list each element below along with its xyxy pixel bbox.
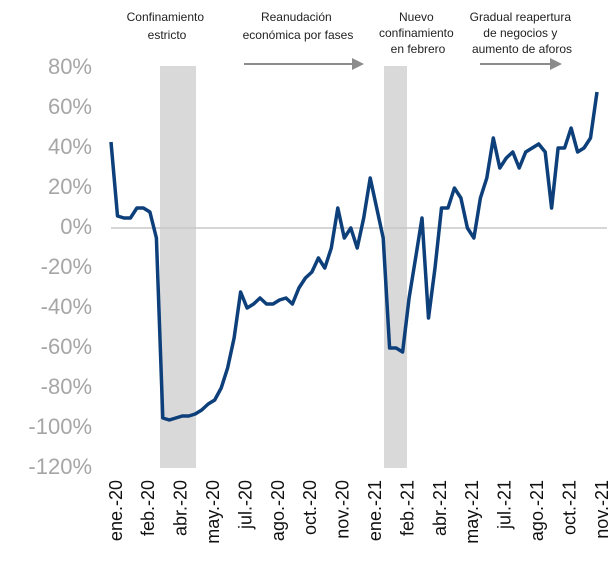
annotation-line: en febrero xyxy=(391,42,446,56)
annotation: Reanudación económica por fases xyxy=(243,10,354,42)
x-tick-label: ago.-20 xyxy=(268,480,288,541)
annotation-line: Confinamiento xyxy=(127,10,205,24)
annotation-line: Gradual reapertura xyxy=(470,10,572,24)
y-tick-label: 0% xyxy=(60,214,92,239)
annotation: Gradual reapertura de negocios y aumento… xyxy=(470,10,575,56)
x-tick-label: may.-20 xyxy=(203,480,223,544)
y-tick-label: 20% xyxy=(48,174,92,199)
annotation-line: Reanudación xyxy=(261,10,332,24)
annotation-line: Nuevo xyxy=(399,10,434,24)
annotation-line: estricto xyxy=(148,28,187,42)
y-tick-label: 60% xyxy=(48,94,92,119)
y-tick-label: -80% xyxy=(41,374,92,399)
x-tick-label: may.-21 xyxy=(462,480,482,544)
line xyxy=(109,91,599,422)
x-tick-label: feb.-21 xyxy=(397,480,417,536)
annotation-line: económica por fases xyxy=(243,28,354,42)
annotation-line: de negocios y xyxy=(483,26,557,40)
arrow xyxy=(480,58,562,70)
annotation-line: confinamiento xyxy=(379,26,454,40)
y-tick-label: 80% xyxy=(48,54,92,79)
x-tick-label: ene.-21 xyxy=(365,480,385,541)
annotation-line: aumento de aforos xyxy=(472,42,572,56)
y-tick-label: -20% xyxy=(41,254,92,279)
arrow xyxy=(244,58,364,70)
y-tick-label: -40% xyxy=(41,294,92,319)
x-tick-label: oct.-21 xyxy=(559,480,579,535)
x-tick-label: ago.-21 xyxy=(527,480,547,541)
x-tick-label: nov.-21 xyxy=(592,480,608,539)
x-tick-label: oct.-20 xyxy=(300,480,320,535)
annotation: Confinamiento estricto xyxy=(127,10,208,42)
x-tick-label: abr.-20 xyxy=(171,480,191,536)
y-tick-label: -120% xyxy=(28,454,92,479)
x-tick-label: jul.-21 xyxy=(495,480,515,530)
x-tick-label: jul.-20 xyxy=(235,480,255,530)
y-tick-label: 40% xyxy=(48,134,92,159)
y-tick-label: -100% xyxy=(28,414,92,439)
shaded-period xyxy=(160,66,196,468)
x-tick-label: abr.-21 xyxy=(430,480,450,536)
x-tick-label: feb.-20 xyxy=(138,480,158,536)
shaded-period xyxy=(384,66,407,468)
x-tick-label: ene.-20 xyxy=(106,480,126,541)
y-tick-label: -60% xyxy=(41,334,92,359)
x-tick-label: nov.-20 xyxy=(333,480,353,539)
annotation: Nuevo confinamiento en febrero xyxy=(379,10,457,56)
